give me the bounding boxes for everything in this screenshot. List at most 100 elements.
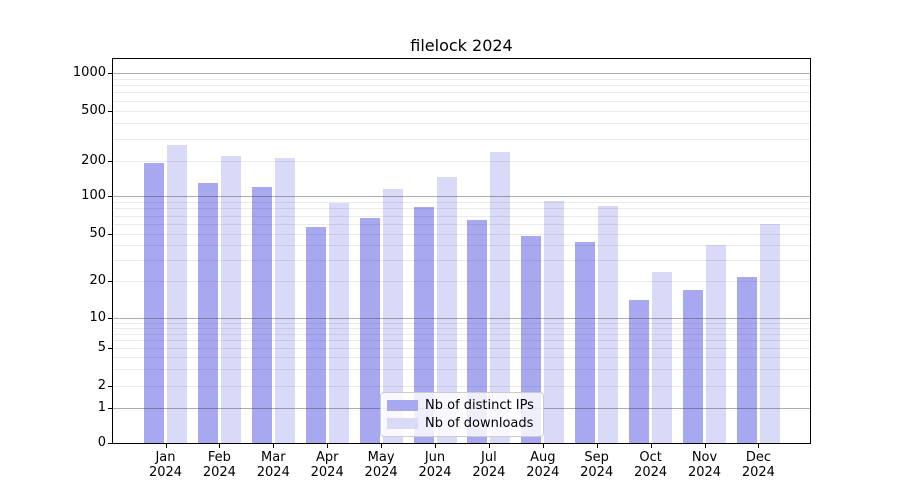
bar-nb-of-downloads-jul	[490, 151, 511, 443]
y-tick-label-500: 500	[81, 102, 106, 118]
x-tick-year: 2024	[418, 465, 452, 480]
x-tick-month: Oct	[639, 450, 662, 465]
x-tick-year: 2024	[526, 465, 560, 480]
legend-label-nb-of-distinct-ips: Nb of distinct IPs	[425, 398, 534, 413]
gridline-minor	[113, 215, 810, 217]
y-tick-mark	[108, 73, 112, 74]
gridline-minor	[113, 245, 810, 247]
bars-layer	[113, 59, 810, 443]
x-tick-label-jan: Jan 2024	[134, 450, 198, 480]
gridline-minor	[113, 260, 810, 262]
chart-title: filelock 2024	[410, 36, 513, 55]
gridline-minor	[113, 92, 810, 94]
gridline-minor	[113, 322, 810, 324]
gridline-minor	[113, 369, 810, 371]
y-tick-mark	[108, 386, 112, 387]
x-tick-label-aug: Aug 2024	[511, 450, 575, 480]
y-tick-label-2: 2	[97, 378, 106, 393]
gridline-major	[113, 73, 810, 74]
gridline-minor	[113, 122, 810, 124]
x-tick-mark	[488, 444, 490, 448]
gridline-minor	[113, 78, 810, 80]
bar-nb-of-distinct-ips-feb	[197, 182, 218, 443]
x-tick-mark	[273, 444, 275, 448]
bar-nb-of-distinct-ips-mar	[251, 186, 272, 443]
y-tick-label-1000: 1000	[72, 65, 106, 80]
y-tick-label-0: 0	[97, 435, 106, 450]
x-tick-year: 2024	[472, 465, 506, 480]
x-tick-label-oct: Oct 2024	[619, 450, 683, 480]
gridline-minor	[113, 357, 810, 359]
x-tick-month: Dec	[745, 450, 771, 465]
y-tick-mark	[108, 443, 112, 444]
gridline-minor	[113, 340, 810, 342]
x-tick-mark	[381, 444, 383, 448]
bar-nb-of-downloads-dec	[759, 223, 780, 443]
x-tick-year: 2024	[310, 465, 344, 480]
x-tick-label-may: May 2024	[349, 450, 413, 480]
bar-nb-of-distinct-ips-jul	[467, 220, 488, 443]
x-tick-mark	[435, 444, 436, 448]
legend-label-nb-of-downloads: Nb of downloads	[425, 416, 534, 431]
bar-nb-of-downloads-nov	[706, 245, 726, 443]
legend-row-nb-of-downloads: Nb of downloads	[387, 416, 534, 431]
x-tick-label-mar: Mar 2024	[241, 450, 305, 480]
bar-nb-of-distinct-ips-dec	[736, 276, 757, 443]
bar-nb-of-distinct-ips-jan	[144, 162, 164, 443]
bar-nb-of-downloads-jun	[436, 177, 457, 443]
x-tick-label-sep: Sep 2024	[565, 450, 629, 480]
x-tick-year: 2024	[364, 465, 398, 480]
gridline-minor	[113, 348, 810, 349]
bar-nb-of-downloads-feb	[220, 155, 241, 443]
x-tick-month: Jul	[481, 450, 497, 465]
x-tick-mark	[542, 444, 544, 448]
y-tick-mark	[108, 196, 112, 198]
x-tick-year: 2024	[741, 465, 775, 480]
y-tick-mark	[108, 281, 112, 283]
x-tick-year: 2024	[202, 465, 236, 480]
x-tick-mark	[704, 444, 706, 448]
gridline-minor	[113, 85, 810, 87]
y-tick-mark	[108, 233, 112, 235]
x-tick-label-apr: Apr 2024	[295, 450, 359, 480]
y-tick-label-200: 200	[81, 152, 106, 168]
y-tick-mark	[108, 408, 112, 409]
gridline-minor	[113, 386, 810, 387]
x-tick-mark	[650, 444, 652, 448]
y-tick-label-5: 5	[97, 340, 106, 355]
bar-nb-of-downloads-aug	[544, 200, 565, 443]
y-tick-label-10: 10	[89, 310, 106, 326]
y-tick-label-100: 100	[81, 188, 106, 204]
x-tick-year: 2024	[580, 465, 614, 480]
legend-row-nb-of-distinct-ips: Nb of distinct IPs	[387, 398, 534, 413]
legend-swatch-nb-of-downloads	[387, 418, 418, 429]
gridline-minor	[113, 138, 810, 140]
x-tick-label-dec: Dec 2024	[726, 450, 790, 480]
x-tick-year: 2024	[687, 465, 722, 480]
bar-nb-of-downloads-oct	[652, 271, 673, 443]
x-tick-label-jul: Jul 2024	[457, 450, 521, 480]
bar-nb-of-distinct-ips-apr	[305, 226, 326, 443]
x-tick-label-jun: Jun 2024	[403, 450, 467, 480]
x-tick-year: 2024	[634, 465, 668, 480]
y-tick-label-20: 20	[89, 273, 106, 289]
gridline-minor	[113, 208, 810, 210]
gridline-minor	[113, 333, 810, 335]
y-tick-mark	[108, 318, 112, 320]
bar-nb-of-distinct-ips-may	[359, 218, 380, 443]
gridline-minor	[113, 327, 810, 329]
bar-nb-of-distinct-ips-sep	[575, 241, 596, 443]
y-tick-label-1: 1	[97, 400, 106, 415]
x-tick-mark	[327, 444, 329, 448]
gridline-minor	[113, 223, 810, 225]
x-tick-mark	[758, 444, 760, 448]
bar-nb-of-downloads-may	[382, 189, 403, 443]
legend: Nb of distinct IPs Nb of downloads	[380, 392, 544, 437]
gridline-minor	[113, 110, 810, 112]
y-tick-mark	[108, 110, 112, 112]
gridline-minor	[113, 202, 810, 204]
bar-nb-of-downloads-sep	[598, 206, 619, 443]
x-tick-month: Sep	[584, 450, 609, 465]
y-tick-mark	[108, 348, 112, 349]
